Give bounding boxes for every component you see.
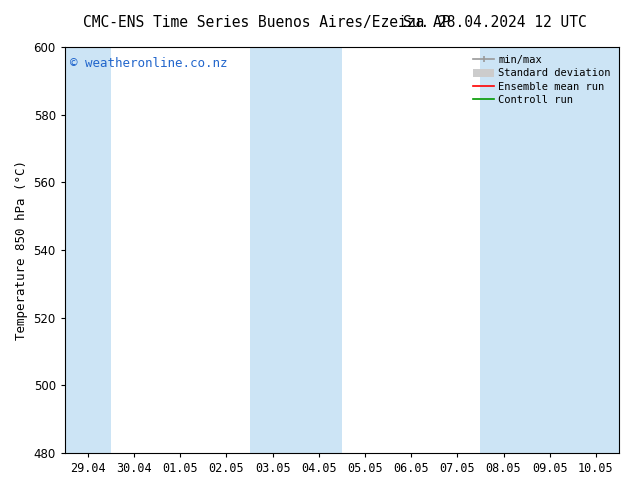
Text: © weatheronline.co.nz: © weatheronline.co.nz (70, 57, 228, 70)
Bar (65, 47, 111, 453)
Bar (250, 47, 342, 453)
Legend: min/max, Standard deviation, Ensemble mean run, Controll run: min/max, Standard deviation, Ensemble me… (470, 52, 614, 108)
Y-axis label: Temperature 850 hPa (°C): Temperature 850 hPa (°C) (15, 160, 28, 340)
Text: Su. 28.04.2024 12 UTC: Su. 28.04.2024 12 UTC (403, 15, 586, 30)
Bar (481, 47, 619, 453)
Text: CMC-ENS Time Series Buenos Aires/Ezeiza AP: CMC-ENS Time Series Buenos Aires/Ezeiza … (82, 15, 450, 30)
